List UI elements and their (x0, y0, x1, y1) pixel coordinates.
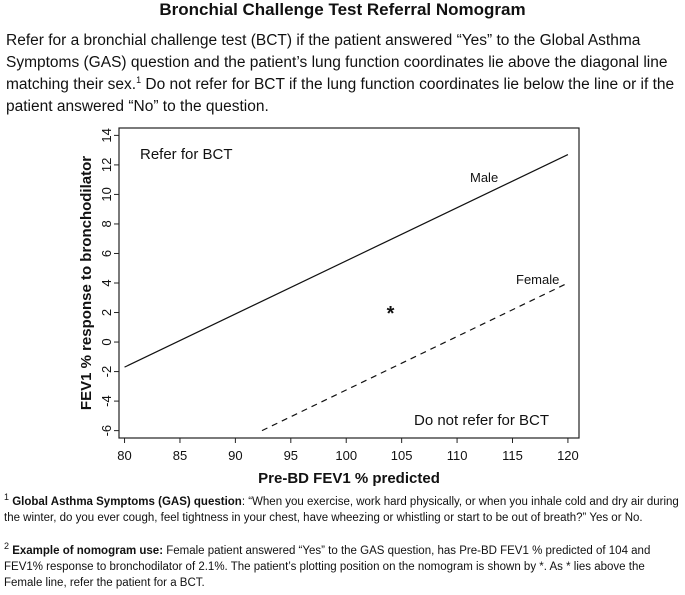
series-lines (124, 154, 569, 432)
x-tick-label: 120 (557, 448, 579, 463)
intro-text-cont: Do not refer for BCT if the lung functio… (6, 76, 675, 115)
footnote-2: 2 Example of nomogram use: Female patien… (4, 541, 680, 591)
y-tick-label: 12 (99, 158, 114, 172)
y-axis-label: FEV1 % response to bronchodilator (78, 156, 95, 410)
patient-point: * (387, 303, 395, 325)
x-tick-label: 100 (335, 448, 357, 463)
y-tick-label: 8 (99, 220, 114, 227)
series-label-male: Male (470, 170, 498, 185)
y-tick-label: -6 (99, 425, 114, 437)
footnote-2-text: Female patient answered “Yes” to the GAS… (4, 545, 651, 589)
nomogram-chart: 80 85 90 95 100 105 110 115 120 -6 -4 -2 0 2 4 6 8 10 12 1… (78, 127, 580, 487)
footnote-2-num: 2 (4, 541, 10, 552)
y-tick-label: 4 (99, 279, 114, 286)
x-tick-label: 85 (173, 448, 187, 463)
series-line-male (124, 154, 569, 368)
x-axis: 80 85 90 95 100 105 110 115 120 (117, 438, 579, 463)
footnote-2-heading: Example of nomogram use: (12, 545, 164, 557)
footnote-1-heading: Global Asthma Symptoms (GAS) question (12, 496, 242, 508)
y-tick-label: 10 (99, 187, 114, 201)
x-tick-label: 80 (117, 448, 131, 463)
annotation-do-not-refer: Do not refer for BCT (414, 412, 549, 429)
footnote-1-num: 1 (4, 492, 10, 503)
y-tick-label: 6 (99, 250, 114, 257)
intro-paragraph: Refer for a bronchial challenge test (BC… (6, 30, 682, 118)
series-line-female (261, 282, 569, 432)
plot-frame (118, 127, 580, 439)
x-tick-label: 95 (284, 448, 298, 463)
footnote-ref: 1 (136, 74, 142, 85)
page-title: Bronchial Challenge Test Referral Nomogr… (159, 0, 526, 19)
footnote-1: 1 Global Asthma Symptoms (GAS) question:… (4, 492, 680, 526)
annotation-refer: Refer for BCT (140, 146, 233, 163)
y-tick-label: -2 (99, 366, 114, 378)
footnote-1-text: : “When you exercise, work hard physical… (4, 496, 679, 524)
y-axis: -6 -4 -2 0 2 4 6 8 10 12 14 (99, 128, 119, 436)
y-tick-label: 14 (99, 128, 114, 142)
y-tick-label: 0 (99, 338, 114, 345)
series-label-female: Female (516, 272, 559, 287)
x-axis-label: Pre-BD FEV1 % predicted (258, 470, 440, 487)
y-tick-label: 2 (99, 309, 114, 316)
series-labels: Male Female (470, 170, 559, 287)
intro-text: Refer for a bronchial challenge test (BC… (6, 32, 668, 93)
x-tick-label: 90 (228, 448, 242, 463)
x-tick-label: 110 (447, 448, 468, 463)
y-tick-label: -4 (99, 395, 114, 407)
x-tick-label: 105 (391, 448, 413, 463)
x-tick-label: 115 (502, 448, 523, 463)
